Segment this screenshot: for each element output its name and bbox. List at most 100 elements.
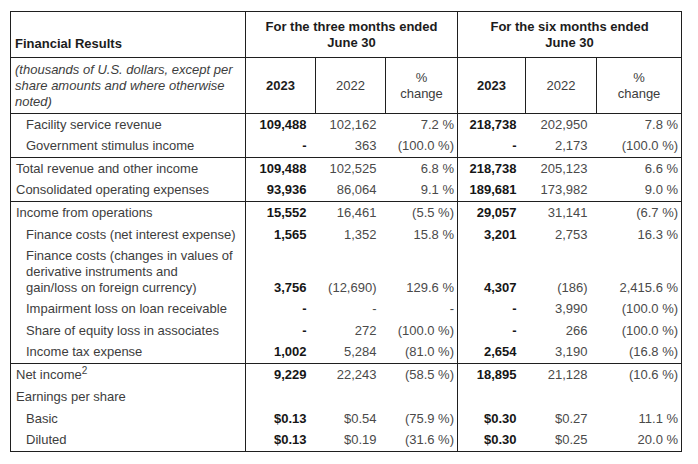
year-header-2022-h: 2022 [526,58,597,114]
value-cell: 1,352 [316,224,386,246]
table-row-eps-basic: Basic $0.13 $0.54 (75.9 %) $0.30 $0.27 1… [11,408,682,430]
row-label: Diluted [11,430,246,452]
row-label: Earnings per share [11,386,246,408]
value-cell: 4,307 [458,246,526,298]
value-cell: - [386,298,458,320]
value-cell: (100.0 %) [597,298,682,320]
row-label: Share of equity loss in associates [11,320,246,342]
group-header-six-months: For the six months ended June 30 [458,12,682,58]
row-label: Impairment loss on loan receivable [11,298,246,320]
row-label: Finance costs (changes in values of deri… [11,246,246,298]
value-cell [458,386,526,408]
value-cell: 18,895 [458,364,526,386]
table-row-finance-costs-derivatives: Finance costs (changes in values of deri… [11,246,682,298]
value-cell: 102,525 [316,158,386,180]
value-cell: 3,190 [526,342,597,364]
row-label: Income from operations [11,202,246,224]
value-cell: 16.3 % [597,224,682,246]
value-cell: (81.0 %) [386,342,458,364]
value-cell: 363 [316,136,386,158]
value-cell: - [246,298,316,320]
row-label: Basic [11,408,246,430]
value-cell: $0.54 [316,408,386,430]
value-cell: 86,064 [316,180,386,202]
value-cell: (58.5 %) [386,364,458,386]
value-cell: 15.8 % [386,224,458,246]
value-cell: (5.5 %) [386,202,458,224]
pct-change-header-q: % change [386,58,458,114]
table-title: Financial Results [11,12,246,58]
value-cell: 129.6 % [386,246,458,298]
value-cell: 2,415.6 % [597,246,682,298]
value-cell: (100.0 %) [386,136,458,158]
value-cell: 189,681 [458,180,526,202]
value-cell: (75.9 %) [386,408,458,430]
value-cell: 202,950 [526,114,597,136]
table-row-impairment-loss: Impairment loss on loan receivable - - -… [11,298,682,320]
value-cell: 2,753 [526,224,597,246]
pct-change-header-h: % change [597,58,682,114]
table-row-total-revenue: Total revenue and other income 109,488 1… [11,158,682,180]
period-header-row: Financial Results For the three months e… [11,12,682,58]
value-cell: (186) [526,246,597,298]
value-cell: 173,982 [526,180,597,202]
row-label: Income tax expense [11,342,246,364]
value-cell: - [246,320,316,342]
table-row-share-of-equity-loss: Share of equity loss in associates - 272… [11,320,682,342]
value-cell: - [458,298,526,320]
value-cell: (16.8 %) [597,342,682,364]
year-header-2023-h: 2023 [458,58,526,114]
value-cell: 205,123 [526,158,597,180]
value-cell: (6.7 %) [597,202,682,224]
value-cell: 266 [526,320,597,342]
row-label: Consolidated operating expenses [11,180,246,202]
column-header-row: (thousands of U.S. dollars, except per s… [11,58,682,114]
table-row-government-stimulus-income: Government stimulus income - 363 (100.0 … [11,136,682,158]
value-cell: 11.1 % [597,408,682,430]
financial-results-table: Financial Results For the three months e… [10,11,682,452]
group-header-three-months: For the three months ended June 30 [246,12,458,58]
page: Financial Results For the three months e… [0,0,698,464]
value-cell: 93,936 [246,180,316,202]
value-cell: 16,461 [316,202,386,224]
value-cell: 22,243 [316,364,386,386]
value-cell: $0.25 [526,430,597,452]
value-cell: (100.0 %) [386,320,458,342]
row-label: Government stimulus income [11,136,246,158]
value-cell: 3,201 [458,224,526,246]
value-cell: - [458,136,526,158]
table-row-net-income: Net income2 9,229 22,243 (58.5 %) 18,895… [11,364,682,386]
value-cell: 29,057 [458,202,526,224]
year-header-2023-q: 2023 [246,58,316,114]
value-cell: 5,284 [316,342,386,364]
value-cell: 218,738 [458,114,526,136]
value-cell: $0.13 [246,408,316,430]
value-cell: $0.30 [458,430,526,452]
value-cell: 7.2 % [386,114,458,136]
table-row-income-from-operations: Income from operations 15,552 16,461 (5.… [11,202,682,224]
value-cell: 1,565 [246,224,316,246]
table-row-eps-diluted: Diluted $0.13 $0.19 (31.6 %) $0.30 $0.25… [11,430,682,452]
value-cell: 9.0 % [597,180,682,202]
value-cell: 21,128 [526,364,597,386]
value-cell: 3,990 [526,298,597,320]
value-cell: $0.27 [526,408,597,430]
value-cell: - [316,298,386,320]
table-row-finance-costs-net-interest: Finance costs (net interest expense) 1,5… [11,224,682,246]
value-cell: 218,738 [458,158,526,180]
value-cell: 20.0 % [597,430,682,452]
value-cell: $0.19 [316,430,386,452]
table-row-income-tax-expense: Income tax expense 1,002 5,284 (81.0 %) … [11,342,682,364]
value-cell: 15,552 [246,202,316,224]
value-cell: (31.6 %) [386,430,458,452]
row-label: Finance costs (net interest expense) [11,224,246,246]
value-cell [386,386,458,408]
value-cell: (12,690) [316,246,386,298]
value-cell: 102,162 [316,114,386,136]
value-cell: 6.8 % [386,158,458,180]
table-row-earnings-per-share: Earnings per share [11,386,682,408]
value-cell: - [458,320,526,342]
value-cell: 9.1 % [386,180,458,202]
value-cell: 2,654 [458,342,526,364]
value-cell: 272 [316,320,386,342]
